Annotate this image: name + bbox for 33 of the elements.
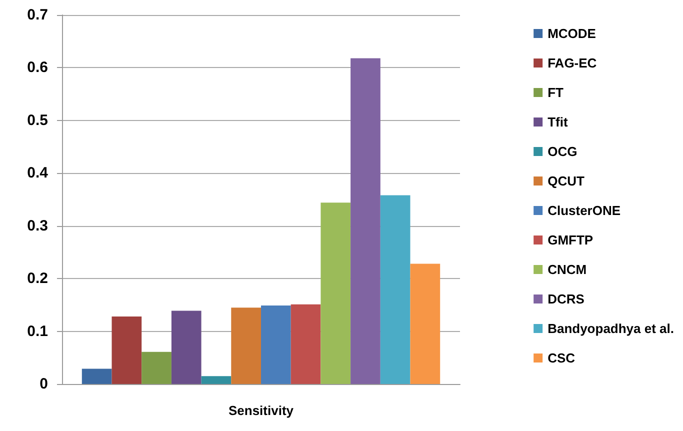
y-tick-label: 0.4: [27, 164, 49, 182]
legend-label: Tfit: [548, 114, 568, 130]
bar: [82, 368, 112, 384]
legend-label: FAG-EC: [548, 56, 598, 70]
legend-label: MCODE: [548, 26, 596, 41]
legend-label: QCUT: [548, 174, 584, 188]
bar: [290, 304, 321, 384]
y-tick-label: 0.3: [27, 217, 48, 234]
bar: [171, 310, 202, 384]
bar: [231, 308, 261, 384]
bar: [112, 316, 142, 384]
y-tick-label: 0.5: [27, 112, 48, 129]
bar: [320, 202, 351, 384]
legend-label: ClusterONE: [548, 203, 621, 218]
bar: [261, 305, 291, 384]
legend-label: Bandyopadhya et al.: [548, 321, 674, 336]
bar: [410, 264, 440, 384]
legend-label: GMFTP: [548, 232, 594, 248]
y-tick-label: 0.1: [27, 322, 48, 340]
y-tick-label: 0.2: [27, 270, 48, 288]
y-tick-label: 0.7: [27, 6, 48, 24]
bar: [350, 58, 380, 384]
bar: [380, 195, 410, 384]
legend-label: OCG: [548, 144, 578, 159]
legend-label: FT: [548, 85, 564, 100]
legend-label: CSC: [548, 350, 576, 366]
legend-label: DCRS: [548, 292, 585, 306]
y-tick-label: 0.6: [27, 59, 48, 76]
bar: [142, 352, 172, 384]
legend-label: CNCM: [548, 262, 587, 277]
bar: [201, 376, 232, 384]
x-tick-label: Sensitivity: [228, 403, 294, 418]
y-tick-label: 0: [40, 376, 48, 392]
